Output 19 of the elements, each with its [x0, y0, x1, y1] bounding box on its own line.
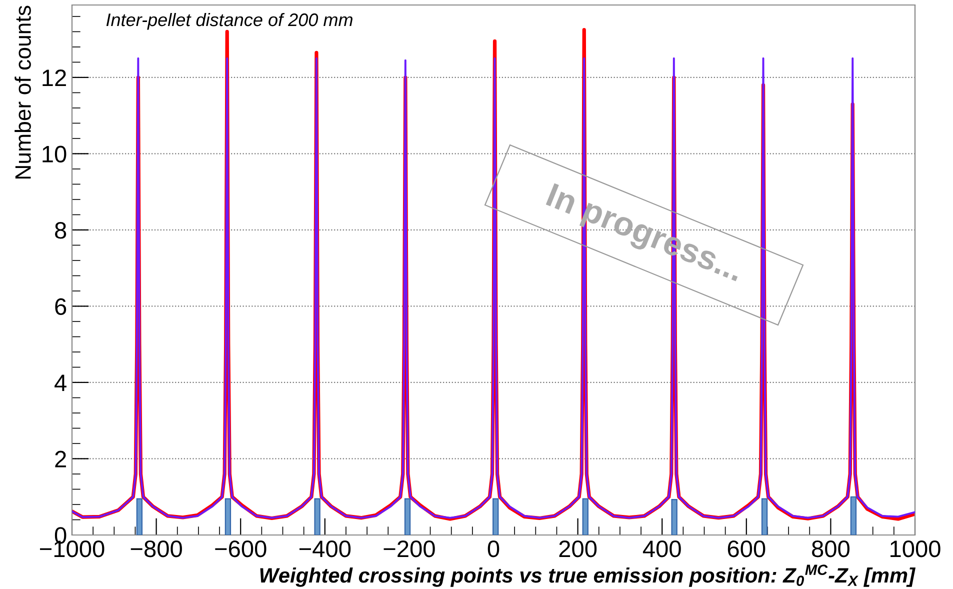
- y-axis-title: Number of counts: [14, 6, 31, 179]
- annotation: Inter-pellet distance of 200 mm: [106, 12, 352, 30]
- y-tick-label: 2: [55, 450, 66, 468]
- y-tick-label: 12: [42, 70, 66, 86]
- y-tick-label: 4: [54, 374, 66, 392]
- y-tick-label: 8: [55, 222, 66, 239]
- x-tick-label: 800: [812, 540, 850, 558]
- x-tick-label: 600: [728, 540, 766, 558]
- x-tick-label: −600: [215, 540, 266, 558]
- x-axis-title: Weighted crossing points vs true emission position: Z$_{0}$$^{MC}$-Z$_{X}$ [mm]: [260, 564, 916, 587]
- x-tick-label: 0: [488, 540, 500, 558]
- x-tick-label: 200: [559, 540, 597, 558]
- x-tick-label: −400: [299, 540, 351, 558]
- x-tick-label: −200: [384, 540, 435, 558]
- y-tick-label: 6: [55, 298, 66, 316]
- y-tick-label: 10: [42, 146, 66, 162]
- x-tick-label: −800: [130, 540, 182, 558]
- x-tick-label: 1000: [890, 540, 940, 558]
- x-tick-label: 400: [642, 540, 681, 558]
